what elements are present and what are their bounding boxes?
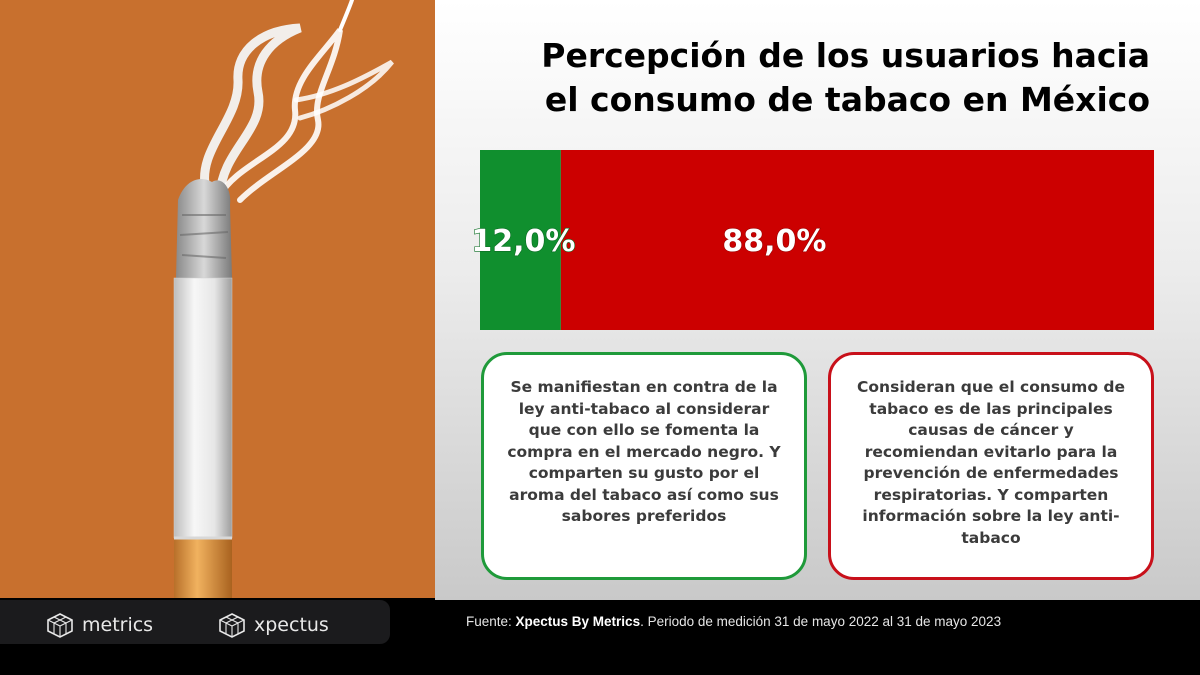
source-rest: . Periodo de medición 31 de mayo 2022 al… (640, 614, 1002, 629)
chart-title: Percepción de los usuarios hacia el cons… (470, 34, 1150, 122)
card-right-text: Consideran que el consumo de tabaco es d… (857, 378, 1125, 547)
cube-grid-icon (219, 613, 245, 638)
cigarette-photo (0, 0, 435, 598)
bar-segment-2 (560, 150, 1154, 330)
xpectus-logo: xpectus (218, 612, 329, 638)
bar-label-1: 12,0% (471, 224, 575, 259)
card-left: Se manifiestan en contra de la ley anti-… (481, 352, 807, 580)
chart-title-line1: Percepción de los usuarios hacia (541, 36, 1150, 75)
chart-title-line2: el consumo de tabaco en México (544, 80, 1150, 119)
cube-grid-icon (47, 613, 73, 638)
bar-label-2: 88,0% (722, 224, 826, 259)
card-right: Consideran que el consumo de tabaco es d… (828, 352, 1154, 580)
brand-xpectus-label: xpectus (254, 614, 329, 636)
bar-segment-1 (480, 150, 561, 330)
cigarette-smoke-image (173, 0, 394, 598)
brand-metrics-label: metrics (82, 614, 154, 636)
source-brand: Xpectus By Metrics (515, 614, 641, 629)
source-note: Fuente: Xpectus By Metrics. Periodo de m… (466, 614, 1001, 629)
stacked-bar-chart: 12,0% 88,0% (471, 150, 1154, 330)
metrics-logo: metrics (46, 612, 153, 638)
source-prefix: Fuente: (466, 614, 516, 629)
card-left-text: Se manifiestan en contra de la ley anti-… (507, 378, 781, 525)
